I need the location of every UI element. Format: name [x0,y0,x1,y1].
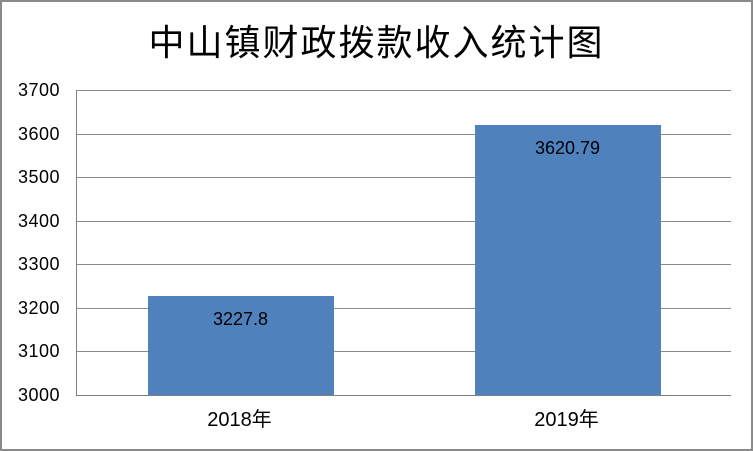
bar-value-label: 3620.79 [534,137,601,158]
gridline [77,90,731,91]
x-category-label: 2018年 [207,409,272,431]
y-tick-label: 3000 [17,385,60,405]
gridline [77,133,731,135]
bar-value-label: 3227.8 [212,308,269,329]
gridline [77,307,731,309]
gridline [77,220,731,222]
y-tick-label: 3600 [17,123,60,144]
y-tick-label: 3300 [17,254,60,275]
bar-series-2019年: 3620.79 [474,124,661,395]
gridline [77,177,731,179]
x-category-label: 2019年 [534,409,599,431]
y-tick-label: 3500 [17,167,60,188]
chart-title: 中山镇财政拨款收入统计图 [148,23,605,63]
y-tick-label: 3100 [17,341,60,362]
bar-series-2018年: 3227.8 [147,295,334,395]
y-tick-label: 3200 [17,297,60,318]
plot-area: 3227.8 3620.79 [76,90,731,396]
y-tick-label: 3700 [17,80,60,100]
gridline [77,264,731,266]
gridline [77,351,731,353]
y-tick-label: 3400 [17,210,60,231]
